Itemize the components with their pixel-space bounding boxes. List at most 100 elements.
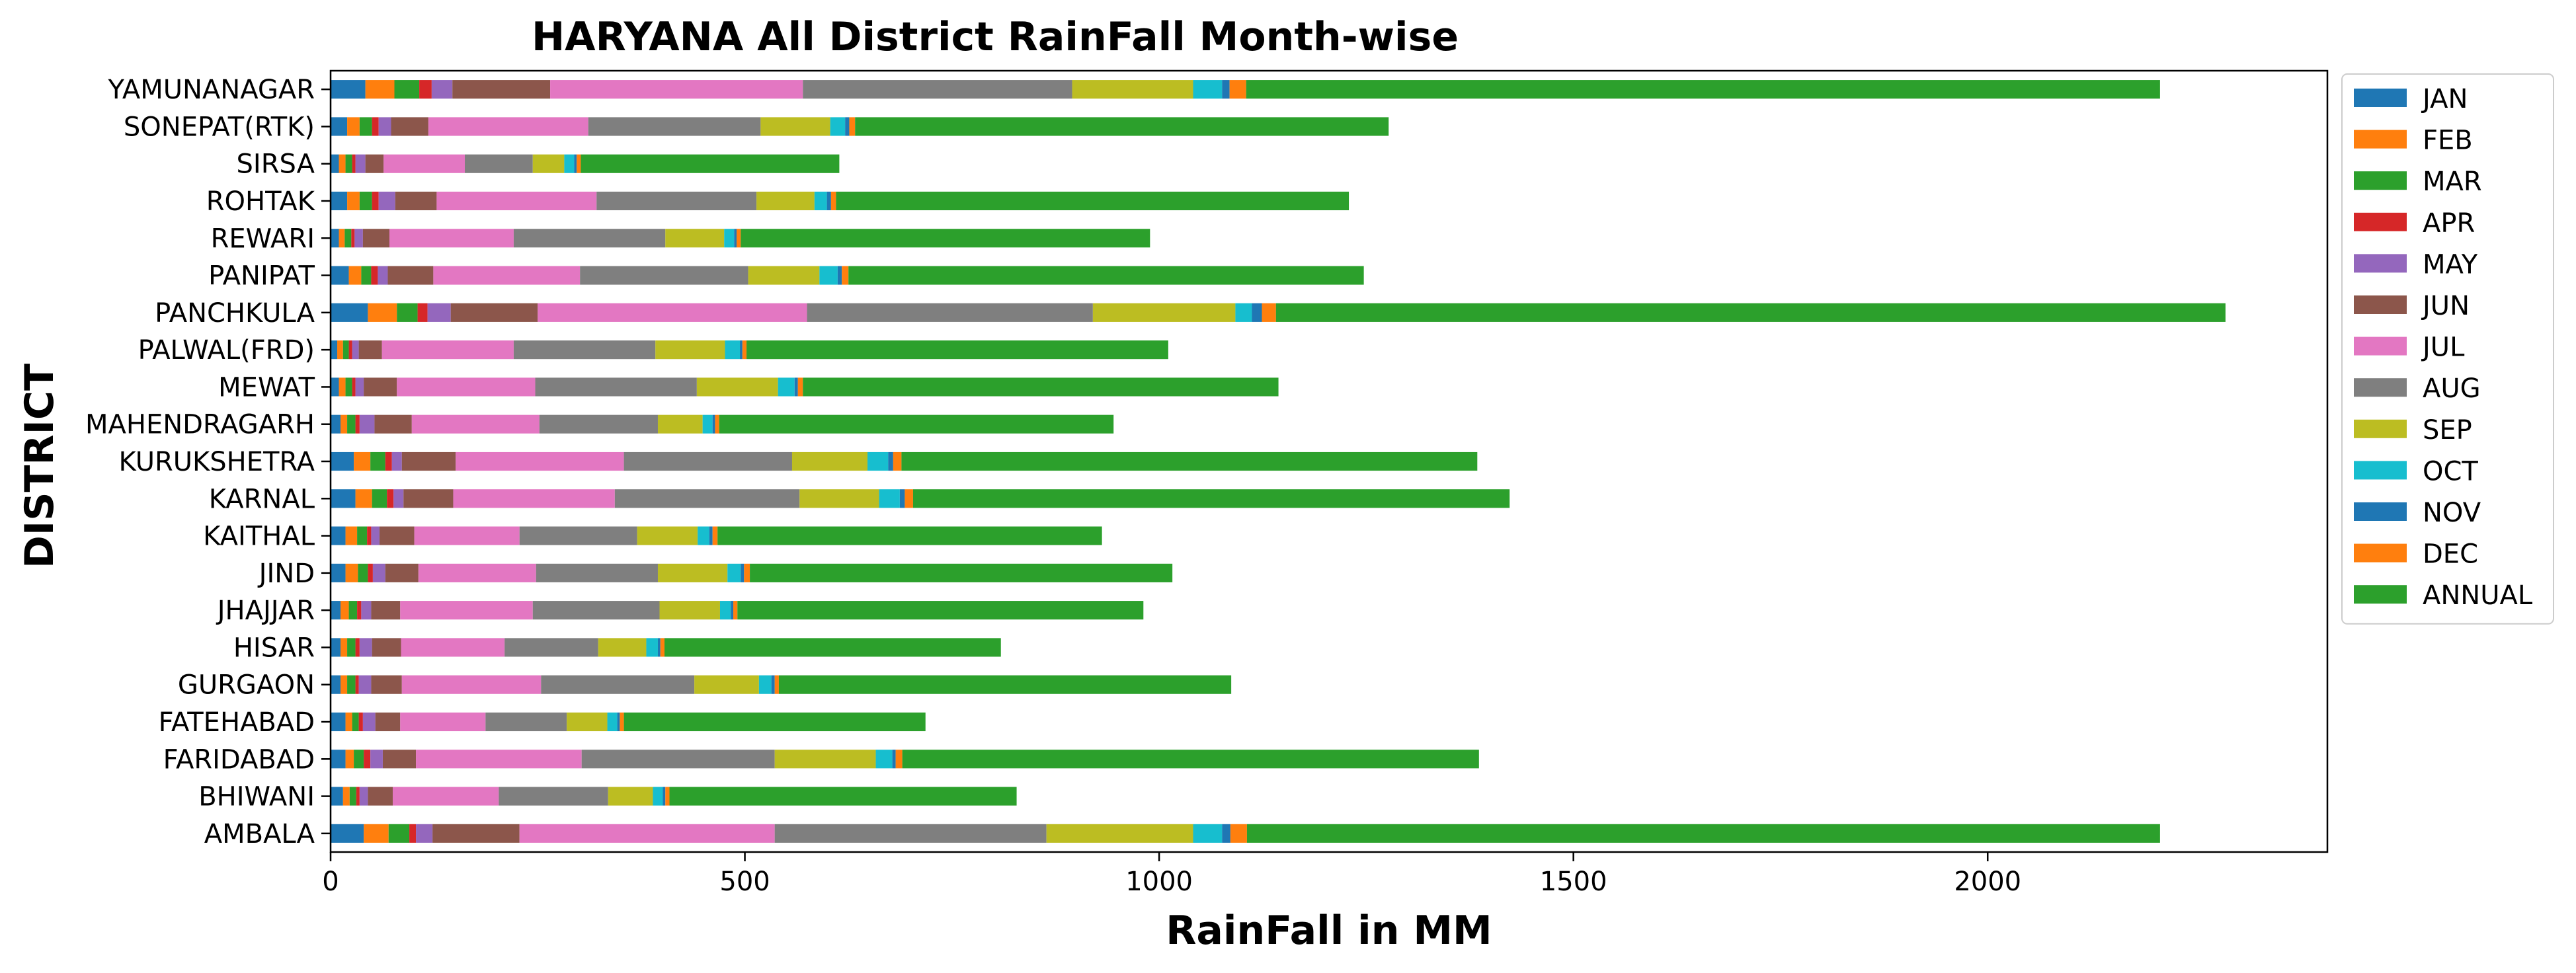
legend[interactable]: JAN FEB MAR APR MAY JUN JUL AUG SEP OCT NOV DEC ANNU… <box>2341 73 2554 625</box>
bar-segment-yamunanagar-jan <box>331 80 366 99</box>
legend-label[interactable]: MAY <box>2423 249 2478 280</box>
legend-label[interactable]: MAR <box>2423 167 2482 197</box>
bar-segment-hisar-jun <box>372 638 401 657</box>
bar-segment-ambala-dec <box>1230 824 1247 843</box>
bar-segment-faridabad-may <box>370 750 383 769</box>
bar-segment-panchkula-annual <box>1275 303 2226 322</box>
bar-segment-jind-sep <box>657 563 728 582</box>
y-tick-label: PALWAL(FRD) <box>138 335 315 366</box>
legend-label[interactable]: APR <box>2423 208 2475 239</box>
legend-label[interactable]: JUN <box>2421 291 2470 321</box>
legend-swatch <box>2354 378 2407 397</box>
bar-segment-mewat-oct <box>778 377 795 397</box>
bar-segment-kurukshetra-may <box>391 451 402 471</box>
bar-segment-gurgaon-may <box>358 675 372 694</box>
bar-segment-mahendragarh-mar <box>347 414 356 434</box>
y-tick-label: PANCHKULA <box>155 298 315 329</box>
bar-segment-jind-aug <box>536 563 658 582</box>
legend-swatch <box>2354 295 2407 314</box>
bar-segment-sirsa-oct <box>564 154 575 173</box>
bar-segment-panipat-sep <box>748 266 820 285</box>
bar-segment-rewari-oct <box>724 229 735 248</box>
x-tick-label: 0 <box>322 867 339 897</box>
bar-segment-jhajjar-feb <box>341 601 349 620</box>
y-tick-label: SONEPAT(RTK) <box>124 112 315 142</box>
bar-segment-fatehabad-may <box>362 712 376 732</box>
bar-segment-kaithal-jun <box>379 526 415 545</box>
bar-segment-yamunanagar-nov <box>1222 80 1230 99</box>
bar-segment-faridabad-feb <box>345 750 354 769</box>
bar-segment-panchkula-nov <box>1252 303 1262 322</box>
legend-label[interactable]: AUG <box>2423 373 2481 404</box>
bar-segment-hisar-nov <box>657 638 661 657</box>
bar-segment-sirsa-jan <box>331 154 339 173</box>
bar-segment-fatehabad-oct <box>607 712 618 732</box>
bar-segment-mahendragarh-annual <box>719 414 1114 434</box>
bar-segment-fatehabad-mar <box>352 712 359 732</box>
bar-segment-panipat-oct <box>819 266 838 285</box>
bar-segment-kurukshetra-sep <box>791 451 868 471</box>
bar-segment-hisar-mar <box>347 638 356 657</box>
legend-label[interactable]: JAN <box>2421 84 2468 114</box>
bar-segment-ambala-jun <box>432 824 520 843</box>
y-tick-label: FATEHABAD <box>159 707 315 738</box>
bar-segment-mahendragarh-sep <box>657 414 703 434</box>
bar-segment-kaithal-feb <box>345 526 358 545</box>
bar-segment-sirsa-nov <box>574 154 577 173</box>
bar-segment-jind-mar <box>358 563 368 582</box>
legend-swatch <box>2354 130 2407 149</box>
legend-label[interactable]: FEB <box>2423 126 2473 156</box>
bar-segment-panipat-feb <box>348 266 362 285</box>
bar-segment-jind-jan <box>331 563 346 582</box>
legend-label[interactable]: SEP <box>2423 415 2472 446</box>
bar-segment-sonepat-rtk--jul <box>428 117 588 136</box>
bar-segment-jind-feb <box>345 563 358 582</box>
bar-segment-jhajjar-jun <box>371 601 401 620</box>
legend-label[interactable]: ANNUAL <box>2423 580 2533 611</box>
bar-segment-palwal-frd--may <box>352 340 359 360</box>
bar-segment-jind-nov <box>741 563 745 582</box>
bar-segment-ambala-apr <box>409 824 417 843</box>
bar-segment-jhajjar-oct <box>719 601 731 620</box>
legend-label[interactable]: JUL <box>2421 332 2465 363</box>
bar-segment-panchkula-sep <box>1092 303 1236 322</box>
bar-segment-hisar-sep <box>598 638 647 657</box>
bar-segment-sonepat-rtk--jan <box>331 117 348 136</box>
legend-box <box>2341 73 2554 625</box>
legend-label[interactable]: OCT <box>2423 456 2478 486</box>
bar-segment-kurukshetra-apr <box>385 451 392 471</box>
legend-label[interactable]: NOV <box>2423 498 2481 528</box>
bar-segment-ambala-jul <box>519 824 775 843</box>
bar-segment-rohtak-feb <box>347 191 360 211</box>
bar-segment-rewari-jan <box>331 229 339 248</box>
legend-swatch <box>2354 171 2407 190</box>
bar-segment-sirsa-may <box>355 154 366 173</box>
legend-swatch <box>2354 212 2407 231</box>
bar-segment-fatehabad-nov <box>617 712 620 732</box>
bar-segment-mewat-feb <box>339 377 346 397</box>
y-tick-label: KAITHAL <box>203 522 315 552</box>
bar-segment-mahendragarh-apr <box>355 414 360 434</box>
y-tick-label: GURGAON <box>178 670 315 701</box>
bar-segment-karnal-jan <box>331 489 356 508</box>
y-tick-label: KARNAL <box>209 484 315 514</box>
legend-label[interactable]: DEC <box>2423 539 2478 570</box>
bar-segment-ambala-aug <box>774 824 1047 843</box>
bar-segment-palwal-frd--jun <box>358 340 382 360</box>
bar-segment-ambala-nov <box>1222 824 1230 843</box>
bar-segment-bhiwani-dec <box>665 787 670 806</box>
bar-segment-bhiwani-jul <box>392 787 499 806</box>
bar-segment-kurukshetra-jul <box>456 451 624 471</box>
y-axis: AMBALA BHIWANI FARIDABAD FATEHABAD GURGAON HI… <box>85 75 331 849</box>
bar-segment-mewat-annual <box>803 377 1279 397</box>
bar-segment-mahendragarh-may <box>359 414 375 434</box>
legend-swatch <box>2354 419 2407 438</box>
x-tick-label: 500 <box>719 867 770 897</box>
y-tick-label: YAMUNANAGAR <box>108 75 315 105</box>
bar-segment-bhiwani-apr <box>356 787 360 806</box>
bar-segment-palwal-frd--nov <box>740 340 743 360</box>
bar-segment-rewari-annual <box>741 229 1150 248</box>
bar-segment-mahendragarh-nov <box>712 414 715 434</box>
bar-segment-ambala-oct <box>1193 824 1223 843</box>
bar-segment-fatehabad-apr <box>358 712 363 732</box>
